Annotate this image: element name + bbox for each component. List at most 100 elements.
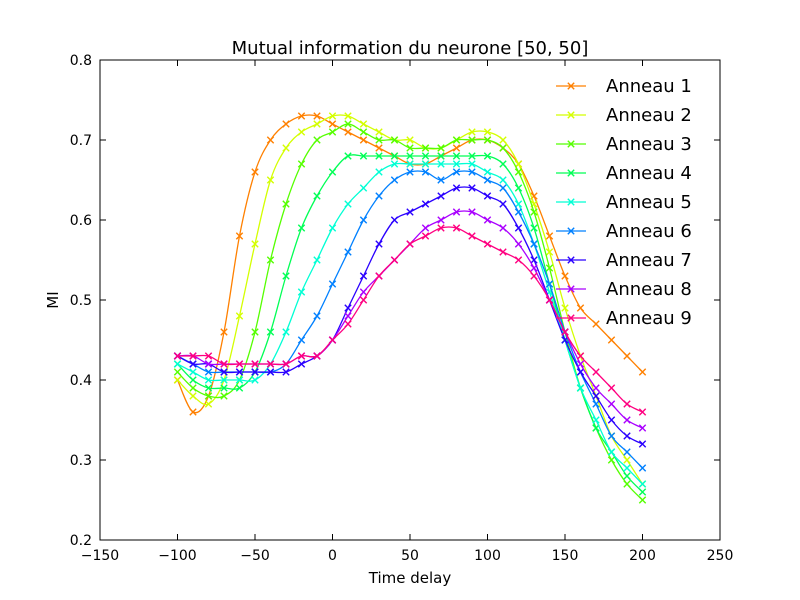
data-point [359, 288, 368, 296]
data-point [468, 232, 476, 240]
data-point [607, 336, 616, 344]
data-point [390, 136, 399, 144]
data-point [390, 176, 399, 184]
data-point [592, 400, 600, 408]
data-point [235, 360, 244, 368]
data-point [344, 312, 352, 320]
legend-marker [567, 111, 575, 119]
y-tick-label: 0.8 [70, 53, 92, 69]
data-point [483, 216, 492, 224]
data-point [437, 152, 445, 160]
data-point [638, 424, 647, 432]
data-point [623, 472, 631, 480]
data-point [344, 200, 352, 208]
data-point [359, 128, 368, 136]
data-point [189, 376, 197, 384]
data-point [638, 480, 647, 488]
data-point [266, 328, 275, 336]
data-point [251, 328, 259, 336]
data-point [297, 352, 306, 360]
data-point [452, 144, 461, 152]
data-point [359, 216, 368, 224]
legend-marker [567, 256, 575, 264]
data-point [421, 232, 430, 240]
y-axis-label: MI [44, 291, 62, 308]
legend-marker [567, 285, 575, 293]
data-point [421, 200, 430, 208]
data-point [514, 160, 523, 168]
data-point [592, 384, 600, 392]
data-point [468, 160, 476, 168]
data-point [297, 112, 306, 120]
data-point [421, 168, 430, 176]
data-point [468, 136, 476, 144]
data-point [452, 136, 461, 144]
data-point [359, 152, 368, 160]
legend-marker [567, 82, 575, 90]
data-point [344, 248, 352, 256]
data-point [313, 192, 321, 200]
data-point [220, 384, 228, 392]
data-point [514, 184, 523, 192]
legend-marker [567, 169, 575, 177]
data-point [328, 128, 337, 136]
y-tick-label: 0.5 [70, 293, 92, 309]
data-point [576, 384, 585, 392]
data-point [220, 368, 228, 376]
data-point [452, 224, 461, 232]
data-point [406, 144, 414, 152]
data-point [235, 384, 244, 392]
data-point [452, 168, 461, 176]
data-point [545, 296, 554, 304]
data-point [452, 208, 461, 216]
data-point [251, 168, 259, 176]
data-point [530, 224, 538, 232]
data-point [421, 152, 430, 160]
data-point [406, 240, 414, 248]
x-tick-label: −150 [81, 548, 119, 564]
y-tick-label: 0.4 [70, 373, 92, 389]
data-point [576, 368, 585, 376]
data-point [266, 368, 275, 376]
data-point [452, 160, 461, 168]
data-point [344, 120, 352, 128]
data-point [189, 384, 197, 392]
data-point [344, 128, 352, 136]
data-point [375, 272, 383, 280]
x-tick-label: 50 [401, 548, 419, 564]
data-point [623, 400, 631, 408]
data-point [313, 312, 321, 320]
data-point [421, 160, 430, 168]
data-point [638, 368, 647, 376]
data-point [189, 352, 197, 360]
data-point [282, 120, 290, 128]
data-point [499, 160, 507, 168]
data-point [468, 128, 476, 136]
data-point [375, 144, 383, 152]
x-tick-label: 150 [552, 548, 579, 564]
data-point [623, 456, 631, 464]
legend-label-9: Anneau 9 [606, 308, 692, 329]
data-point [359, 136, 368, 144]
data-point [390, 216, 399, 224]
data-point [499, 224, 507, 232]
data-point [468, 152, 476, 160]
x-tick-label: −50 [240, 548, 270, 564]
data-point [297, 224, 306, 232]
data-point [483, 176, 492, 184]
data-point [468, 168, 476, 176]
data-point [173, 376, 182, 384]
data-point [421, 144, 430, 152]
x-axis-label: Time delay [368, 569, 452, 587]
data-point [220, 376, 228, 384]
series-group [173, 112, 647, 504]
data-point [375, 168, 383, 176]
data-point [514, 200, 523, 208]
legend-label-5: Anneau 5 [606, 192, 692, 213]
data-point [220, 360, 228, 368]
x-tick-label: 100 [474, 548, 501, 564]
data-point [297, 160, 306, 168]
data-point [235, 376, 244, 384]
data-point [437, 224, 445, 232]
data-point [328, 224, 337, 232]
